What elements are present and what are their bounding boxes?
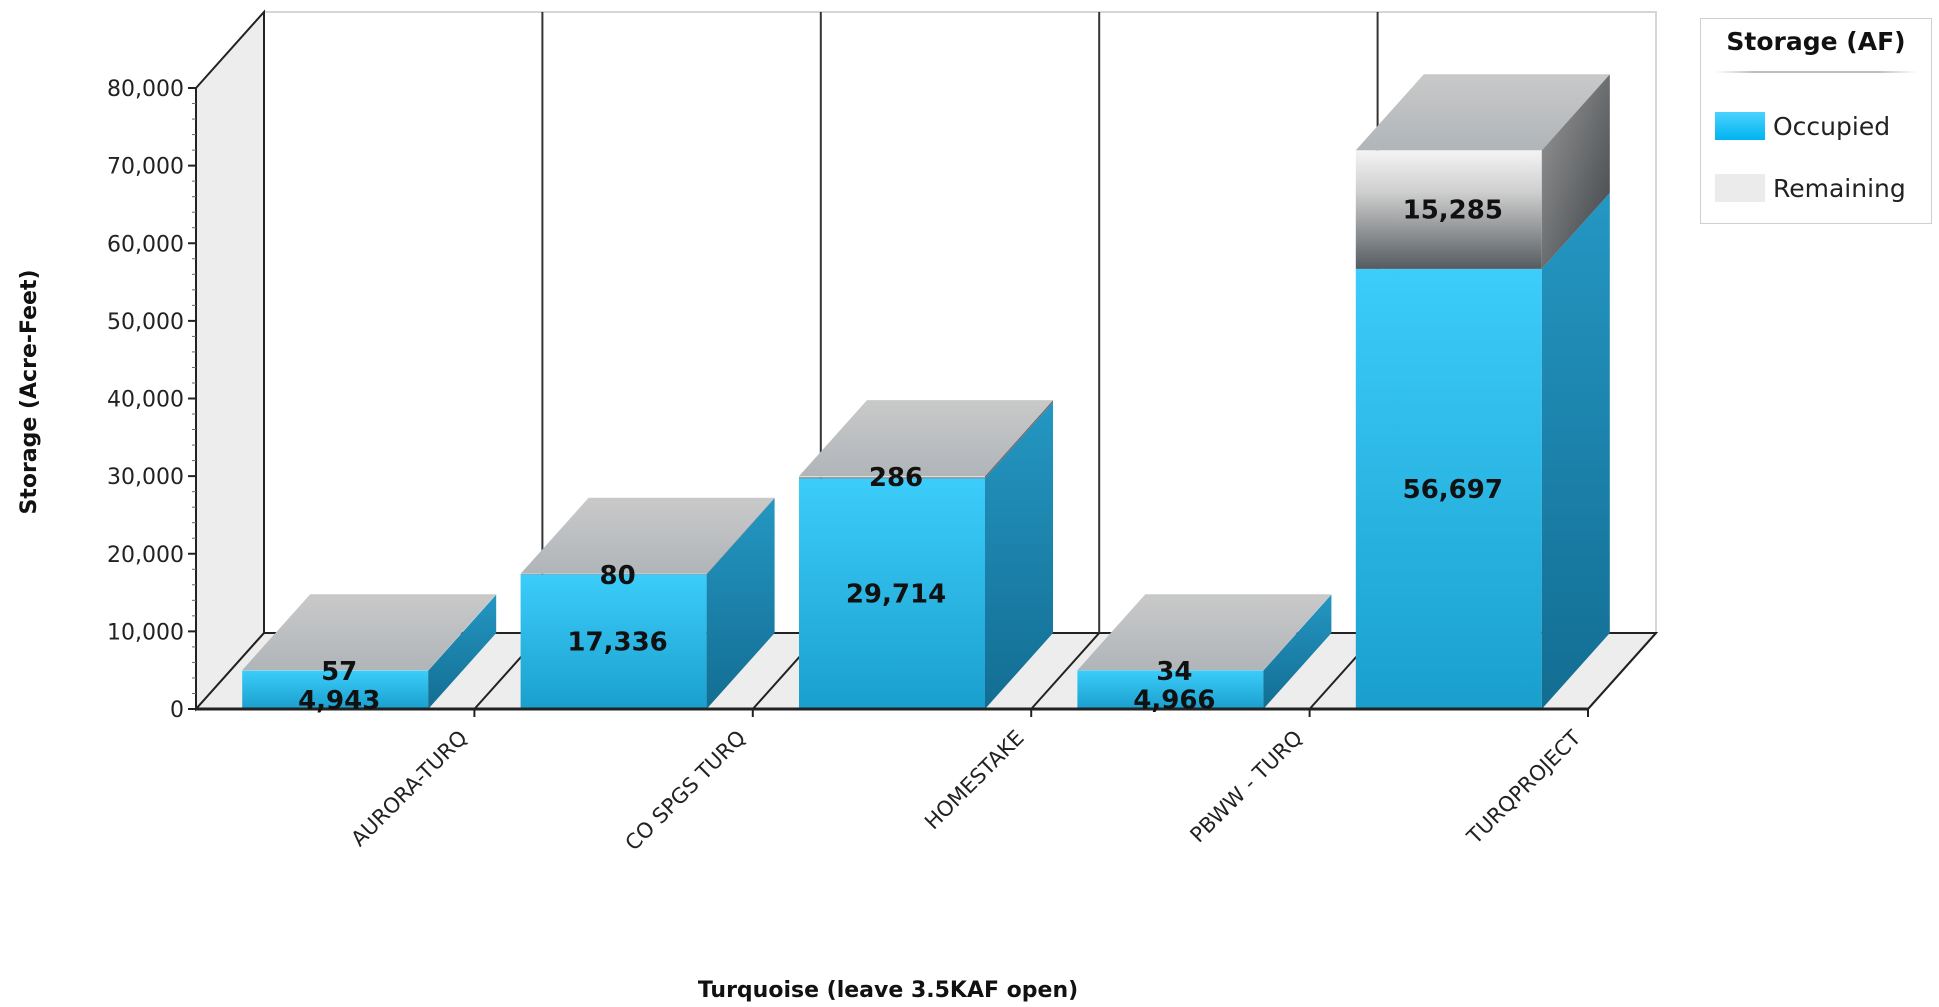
floor-divider [1030, 632, 1100, 710]
bar-group [520, 497, 775, 709]
bar-group [799, 400, 1053, 709]
bar-top [242, 594, 497, 671]
bar-top [1355, 74, 1610, 151]
bar-occupied [1077, 670, 1264, 709]
data-label-remaining: 34 [1156, 657, 1192, 687]
y-tick-label: 80,000 [107, 77, 184, 102]
data-label-remaining: 80 [600, 561, 636, 591]
legend-swatch-remaining [1715, 174, 1765, 202]
bar-occupied [799, 478, 985, 709]
bar-occupied-side [985, 402, 1053, 709]
legend-label-occupied: Occupied [1773, 111, 1891, 141]
bar-occupied-side [428, 594, 497, 709]
bar-occupied [1355, 268, 1542, 709]
x-tick-label: AURORA-TURQ [346, 726, 472, 852]
data-label-remaining: 286 [869, 463, 923, 493]
bar-remaining-side [1541, 74, 1610, 269]
x-tick-label: PBWW - TURQ [1185, 726, 1307, 848]
bar-remaining-side [985, 400, 1053, 479]
data-label-occupied: 17,336 [567, 628, 667, 658]
bar-group [1077, 594, 1332, 709]
y-tick-label: 30,000 [107, 465, 184, 490]
legend-item-occupied[interactable]: Occupied [1715, 109, 1890, 143]
bar-occupied [242, 670, 429, 709]
floor-divider [1587, 632, 1657, 710]
legend-divider [1715, 71, 1917, 73]
legend-swatch-occupied [1715, 112, 1765, 140]
bar-group [242, 594, 497, 709]
bar-remaining [799, 476, 985, 479]
x-axis-title: Turquoise (leave 3.5KAF open) [698, 978, 1078, 1003]
bar-group [1355, 74, 1610, 710]
bar-occupied-side [1263, 594, 1332, 709]
x-tick-label: CO SPGS TURQ [621, 726, 751, 856]
data-label-occupied: 56,697 [1403, 475, 1503, 505]
data-label-remaining: 57 [321, 657, 357, 687]
x-tick-label: TURQPROJECT [1462, 725, 1586, 849]
y-axis-title: Storage (Acre-Feet) [17, 269, 42, 514]
legend: Storage (AF) Occupied Remaining [1700, 18, 1932, 224]
data-label-occupied: 4,943 [298, 686, 380, 716]
bar-top [799, 400, 1053, 477]
bar-remaining [1355, 150, 1542, 269]
y-tick-label: 40,000 [107, 388, 184, 413]
legend-item-remaining[interactable]: Remaining [1715, 171, 1906, 205]
y-tick-label: 20,000 [107, 543, 184, 568]
bar-top [520, 497, 775, 574]
bar-occupied-side [1541, 192, 1610, 710]
bar-remaining [520, 573, 707, 575]
bar-remaining-side [706, 497, 775, 575]
side-wall [195, 9, 265, 712]
bar-top [1077, 594, 1332, 671]
x-tick-label: HOMESTAKE [920, 726, 1029, 835]
data-label-occupied: 4,966 [1133, 686, 1215, 716]
data-label-remaining: 15,285 [1403, 196, 1503, 226]
data-label-occupied: 29,714 [846, 580, 946, 610]
y-tick-label: 60,000 [107, 232, 184, 257]
y-tick-label: 10,000 [107, 620, 184, 645]
y-tick-label: 70,000 [107, 155, 184, 180]
legend-label-remaining: Remaining [1773, 173, 1906, 203]
bar-occupied-side [706, 498, 775, 709]
legend-title: Storage (AF) [1726, 27, 1906, 56]
bar-occupied [520, 574, 707, 709]
y-tick-label: 0 [170, 698, 184, 723]
y-tick-label: 50,000 [107, 310, 184, 335]
